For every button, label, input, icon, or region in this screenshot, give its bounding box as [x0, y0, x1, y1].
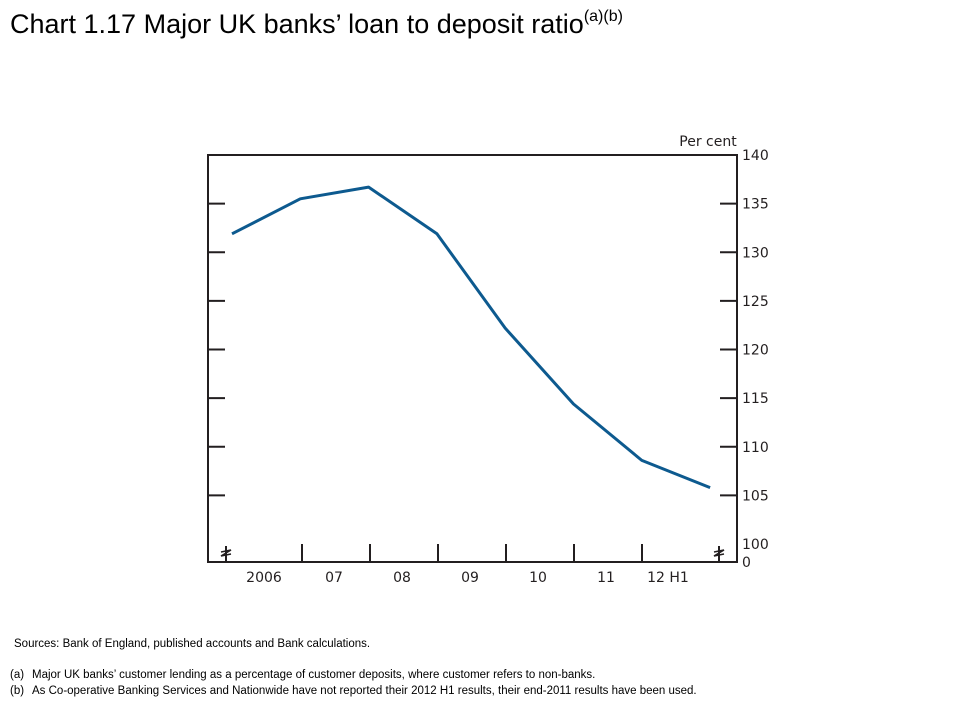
series-layer [231, 185, 711, 489]
axis-break-right-icon [713, 546, 725, 562]
footnote-a-mark: (a) [10, 669, 25, 681]
footnote-b-mark: (b) [10, 685, 25, 697]
axis-break-zigzag [220, 549, 232, 557]
footnote-a: (a) Major UK banks’ customer lending as a… [10, 669, 595, 681]
chart-title-footnote-marks: (a)(b) [583, 8, 623, 25]
y-tick-label: 0 [742, 555, 751, 571]
footnote-b-text: As Co-operative Banking Services and Nat… [32, 685, 697, 697]
axis-break-left-icon [220, 546, 232, 562]
y-tick-label: 100 [742, 537, 769, 553]
plot-frame [207, 154, 738, 563]
chart-title-text: Chart 1.17 Major UK banks’ loan to depos… [10, 9, 584, 39]
y-tick-label: 120 [742, 343, 769, 359]
x-tick-label: 11 [597, 570, 615, 586]
y-axis: 140 135 130 125 120 115 110 105 100 0 Per cent [208, 134, 769, 571]
x-axis: 2006 07 08 09 10 11 12 H1 [246, 544, 689, 586]
y-unit-label: Per cent [679, 134, 737, 150]
x-tick-label: 10 [529, 570, 547, 586]
y-tick-label: 115 [742, 391, 769, 407]
footnote-a-text: Major UK banks’ customer lending as a pe… [32, 669, 596, 681]
x-tick-label: 07 [325, 570, 343, 586]
y-tick-label: 135 [742, 197, 769, 213]
y-tick-label: 130 [742, 245, 769, 261]
x-tick-label: 12 H1 [647, 570, 689, 586]
x-tick-label: 09 [461, 570, 479, 586]
axis-break-zigzag [713, 549, 725, 557]
chart-title: Chart 1.17 Major UK banks’ loan to depos… [10, 8, 623, 40]
x-tick-label: 2006 [246, 570, 282, 586]
y-tick-label: 110 [742, 440, 769, 456]
line-chart: 140 135 130 125 120 115 110 105 100 0 Per cent 200… [207, 134, 769, 586]
y-tick-label: 125 [742, 294, 769, 310]
series-line [231, 185, 711, 489]
plot-border [207, 154, 738, 563]
x-tick-label: 08 [393, 570, 411, 586]
sources-note: Sources: Bank of England, published acco… [14, 638, 371, 650]
footnote-b: (b) As Co-operative Banking Services and … [10, 685, 697, 697]
y-tick-label: 105 [742, 488, 769, 504]
y-tick-label: 140 [742, 148, 769, 164]
